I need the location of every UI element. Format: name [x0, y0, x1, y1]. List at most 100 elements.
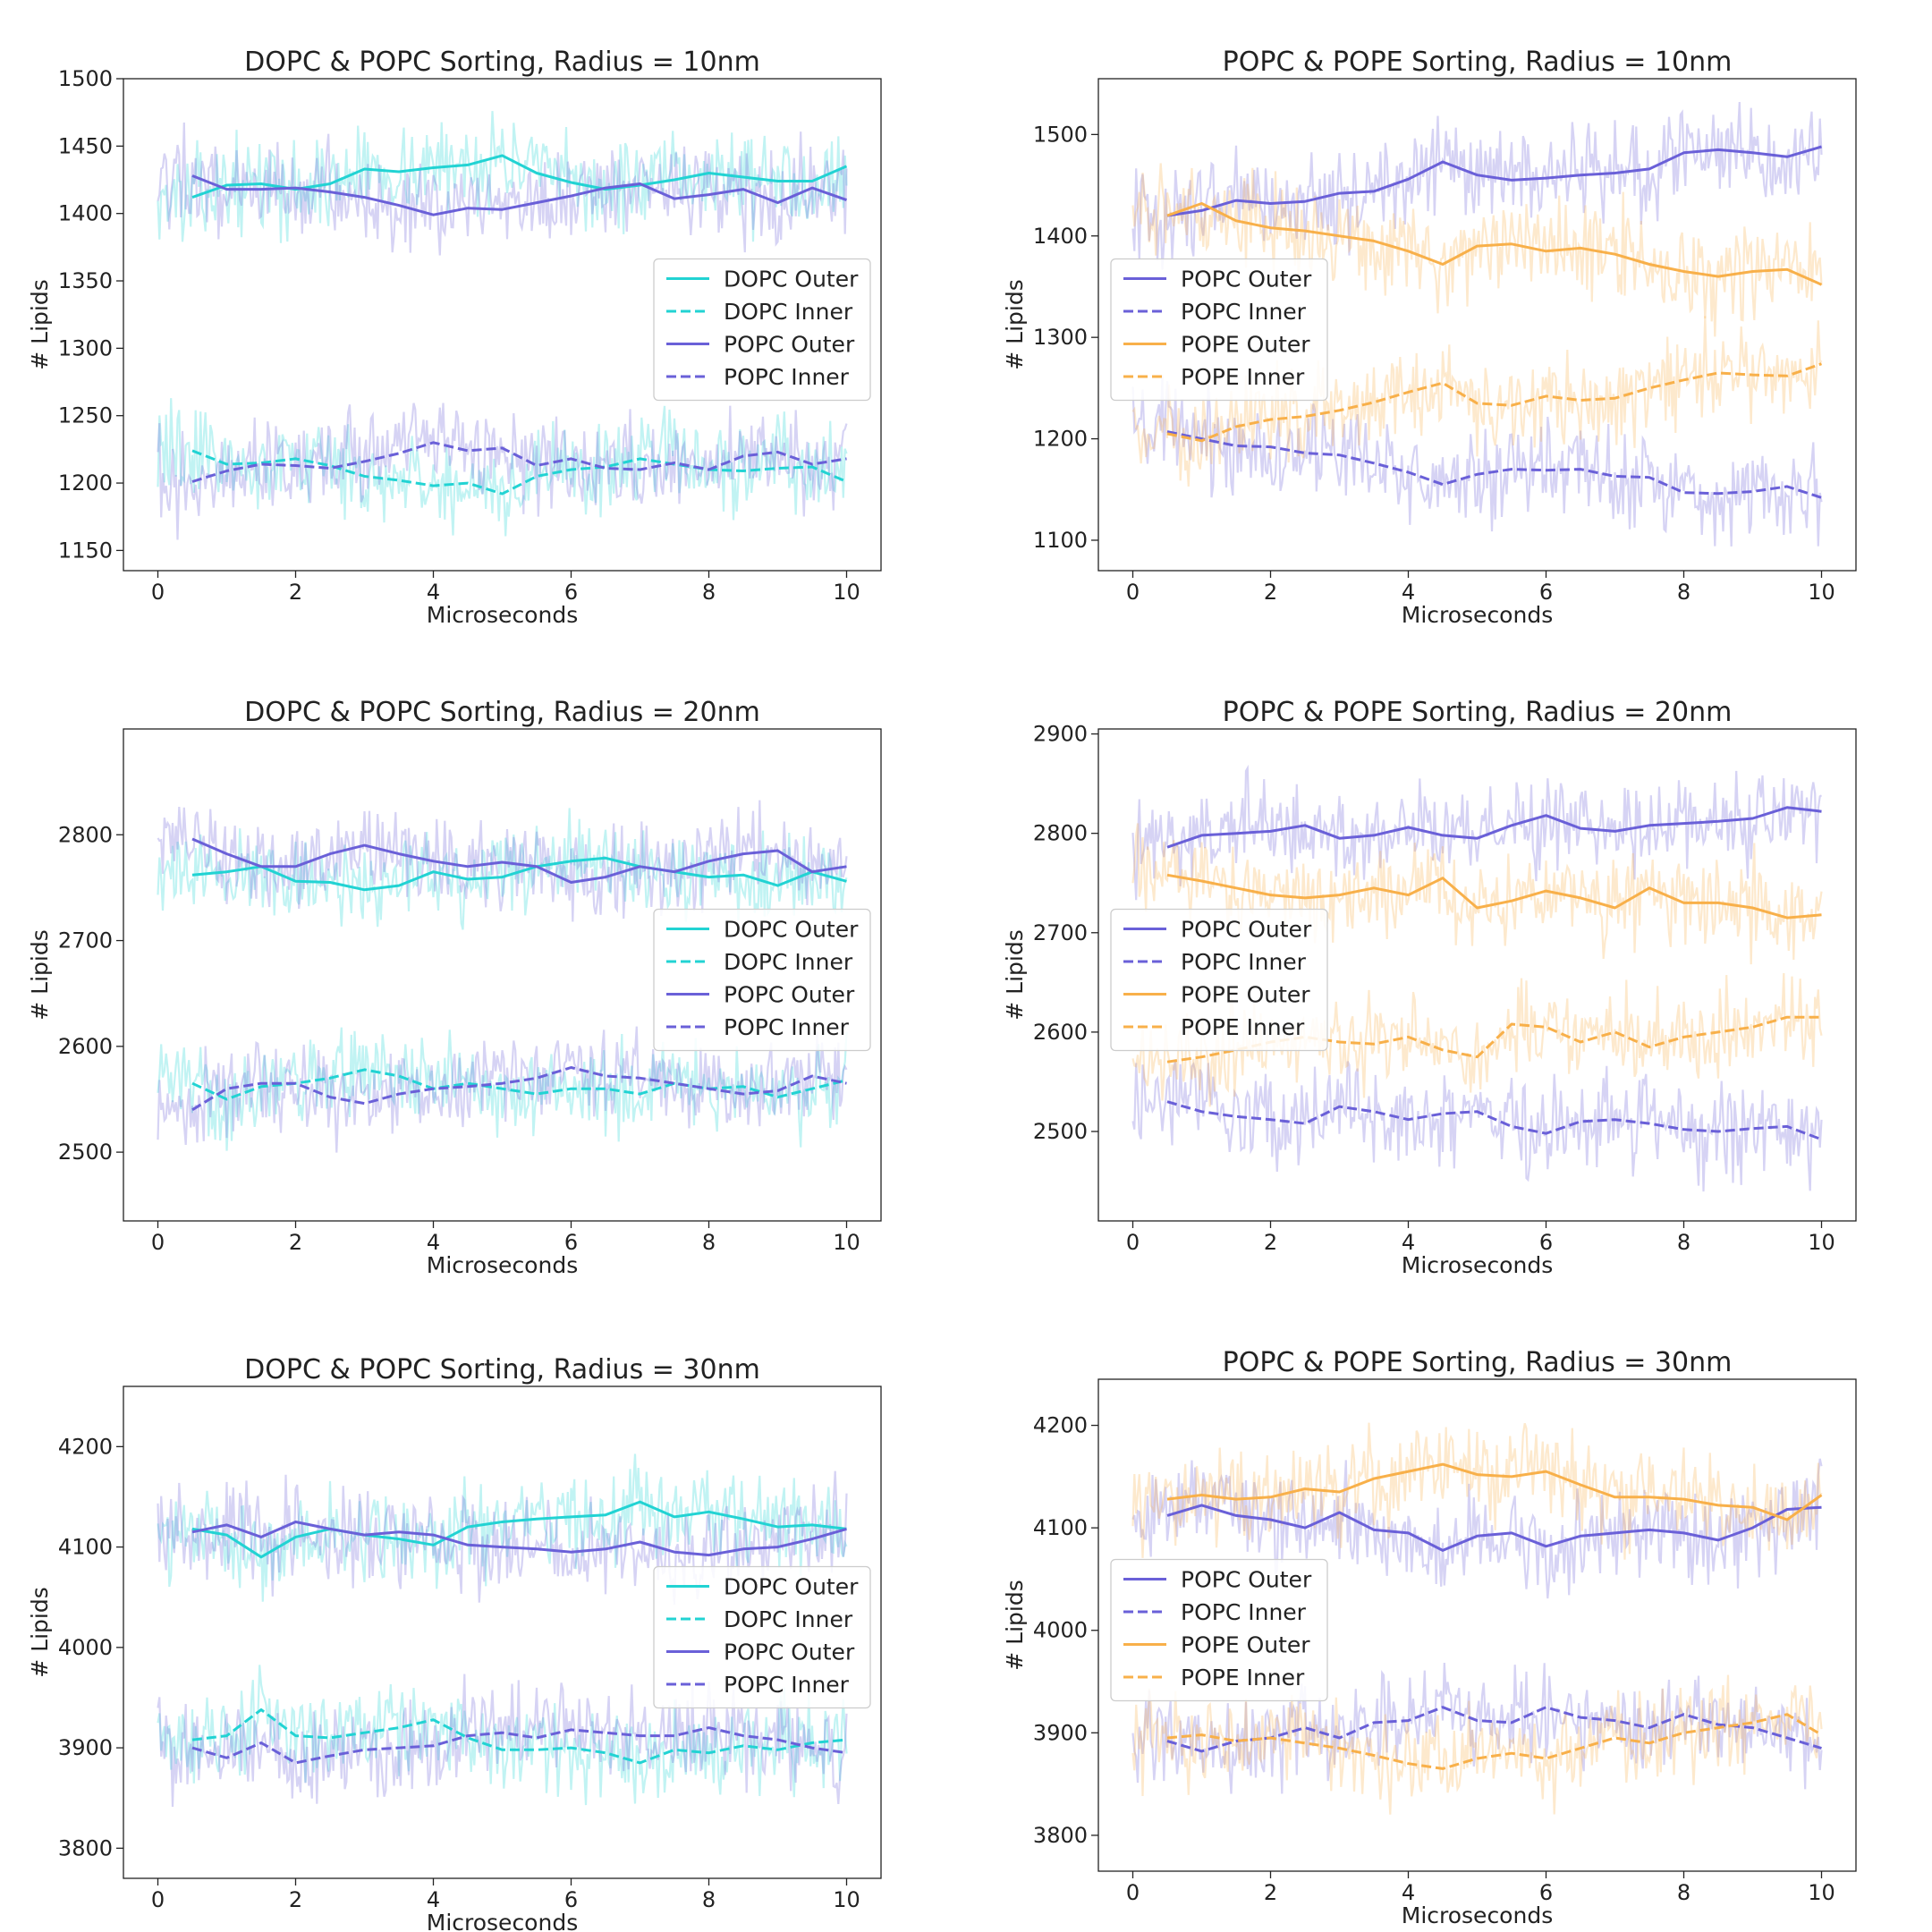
y-tick-label: 1150 [58, 538, 113, 563]
legend: DOPC Outer DOPC Inner POPC Outer POPC Inner [653, 258, 871, 402]
legend-label-1: DOPC Outer [724, 917, 859, 943]
legend-box [653, 1565, 871, 1709]
axes-frame [1097, 728, 1857, 1222]
x-tick-label: 0 [1126, 1230, 1140, 1255]
legend-label-2: POPC Inner [1181, 949, 1307, 975]
series-line-1 [191, 856, 847, 892]
legend-label-2: POPC Inner [1181, 1599, 1307, 1625]
y-tick-label: 2600 [1033, 1020, 1088, 1045]
raw-trace-4 [1131, 972, 1823, 1107]
x-tick-label: 4 [1402, 1230, 1415, 1255]
raw-trace-1 [157, 111, 848, 243]
raw-trace-2 [1131, 1059, 1823, 1192]
y-tick-label: 3800 [1033, 1823, 1088, 1848]
raw-trace-2 [157, 1665, 848, 1806]
x-tick-label: 8 [702, 1887, 716, 1912]
y-tick-label: 1200 [1033, 427, 1088, 452]
x-tick-label: 10 [1808, 580, 1835, 605]
y-axis-label: # Lipids [27, 279, 53, 369]
series-line-2 [191, 449, 848, 496]
y-tick-label: 4100 [1033, 1515, 1088, 1540]
x-tick-label: 2 [1264, 1880, 1277, 1905]
legend-label-4: POPE Inner [1181, 1665, 1305, 1690]
axes-frame [1097, 1378, 1857, 1872]
chart-title: POPC & POPE Sorting, Radius = 30nm [1223, 1347, 1733, 1378]
legend: POPC Outer POPC Inner POPE Outer POPE Inner [1110, 1558, 1328, 1702]
series-line-1 [191, 1500, 847, 1559]
x-tick-label: 6 [564, 1230, 578, 1255]
x-tick-label: 10 [833, 1230, 860, 1255]
y-tick-label: 2700 [58, 928, 113, 953]
legend-label-4: POPC Inner [724, 364, 850, 390]
legend-box [1110, 258, 1328, 402]
x-axis-label: Microseconds [427, 602, 578, 628]
series-line-2 [191, 1707, 847, 1765]
y-tick-label: 1500 [58, 66, 113, 91]
x-tick-label: 6 [564, 580, 578, 605]
x-tick-label: 6 [1539, 580, 1553, 605]
chart-title: DOPC & POPC Sorting, Radius = 10nm [244, 47, 760, 78]
y-tick-label: 1400 [1033, 224, 1088, 249]
chart-panel-2: 0 2 4 6 8 10 1100 1200 1300 1400 1500 POPC & POPE S… [1002, 47, 1857, 628]
raw-trace-2 [1131, 1662, 1823, 1794]
x-tick-label: 8 [1677, 580, 1690, 605]
series-line-1 [1166, 806, 1822, 849]
x-tick-label: 4 [427, 1887, 440, 1912]
legend-label-2: DOPC Inner [724, 299, 853, 325]
x-tick-label: 6 [1539, 1880, 1553, 1905]
axes-frame [123, 1385, 882, 1879]
series-line-3 [191, 174, 847, 216]
y-tick-label: 4200 [1033, 1413, 1088, 1438]
plot-area [157, 800, 848, 1153]
y-tick-label: 2800 [58, 822, 113, 847]
raw-trace-3 [1131, 163, 1823, 337]
series-line-4 [191, 441, 847, 483]
x-tick-label: 4 [427, 580, 440, 605]
legend-box [653, 258, 871, 402]
raw-trace-3 [157, 122, 848, 256]
chart-title: DOPC & POPC Sorting, Radius = 30nm [244, 1354, 760, 1385]
legend-label-4: POPC Inner [724, 1672, 850, 1698]
x-tick-label: 2 [1264, 580, 1277, 605]
legend-label-2: POPC Inner [1181, 299, 1307, 325]
plot-area [1131, 101, 1823, 547]
y-axis-label: # Lipids [27, 929, 53, 1020]
x-tick-label: 2 [289, 1887, 302, 1912]
y-tick-label: 2600 [58, 1034, 113, 1059]
raw-trace-2 [1131, 375, 1823, 547]
raw-trace-4 [157, 1026, 848, 1153]
y-tick-label: 3800 [58, 1835, 113, 1860]
x-tick-label: 2 [289, 580, 302, 605]
series-line-3 [1166, 202, 1823, 286]
y-tick-label: 3900 [58, 1735, 113, 1760]
x-tick-label: 6 [564, 1887, 578, 1912]
chart-title: POPC & POPE Sorting, Radius = 10nm [1223, 47, 1733, 78]
axes-frame [123, 728, 882, 1222]
legend-label-3: POPC Outer [724, 1640, 855, 1665]
x-tick-label: 6 [1539, 1230, 1553, 1255]
legend-label-1: DOPC Outer [724, 1574, 859, 1600]
y-tick-label: 4000 [58, 1635, 113, 1660]
legend: POPC Outer POPC Inner POPE Outer POPE Inner [1110, 908, 1328, 1052]
chart-title: DOPC & POPC Sorting, Radius = 20nm [244, 697, 760, 728]
raw-trace-1 [157, 808, 848, 930]
legend-label-3: POPC Outer [724, 982, 855, 1008]
legend-label-3: POPE Outer [1181, 1632, 1310, 1658]
raw-trace-1 [1131, 1458, 1823, 1599]
y-axis-label: # Lipids [1002, 929, 1028, 1020]
series-line-2 [1166, 430, 1822, 499]
series-line-1 [1166, 145, 1822, 217]
legend-box [1110, 908, 1328, 1052]
series-line-3 [191, 1521, 847, 1557]
legend-label-3: POPE Outer [1181, 982, 1310, 1008]
raw-trace-2 [157, 1027, 848, 1151]
y-tick-label: 1300 [1033, 325, 1088, 350]
y-tick-label: 2500 [1033, 1119, 1088, 1144]
x-axis-label: Microseconds [427, 1910, 578, 1932]
x-tick-label: 0 [1126, 1880, 1140, 1905]
legend: POPC Outer POPC Inner POPE Outer POPE Inner [1110, 258, 1328, 402]
series-line-4 [191, 1066, 847, 1112]
x-tick-label: 4 [427, 1230, 440, 1255]
x-tick-label: 0 [151, 1230, 165, 1255]
